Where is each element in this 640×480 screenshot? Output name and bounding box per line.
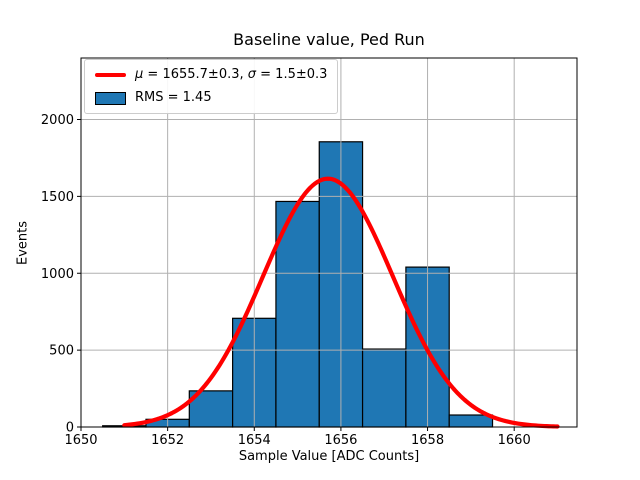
x-axis-label: Sample Value [ADC Counts] — [238, 449, 420, 464]
gaussian-fit-curve — [122, 176, 560, 429]
histogram-bar — [361, 348, 407, 428]
x-tick-label: 1656 — [324, 433, 357, 448]
legend: μ = 1655.7±0.3, σ = 1.5±0.3 RMS = 1.45 — [84, 59, 339, 114]
x-tick-label: 1650 — [64, 433, 97, 448]
legend-rms-label: RMS = 1.45 — [135, 90, 212, 105]
y-axis-label: Events — [15, 220, 31, 266]
x-tick-label: 1658 — [411, 433, 444, 448]
gaussian-fit-line-swatch — [95, 73, 126, 77]
mu-value: = 1655.7±0.3, — [143, 67, 248, 82]
histogram-bar — [275, 200, 320, 428]
plot-title: Baseline value, Ped Run — [233, 30, 425, 49]
legend-entry-fit: μ = 1655.7±0.3, σ = 1.5±0.3 — [95, 67, 327, 83]
sigma-symbol: σ — [247, 67, 257, 82]
histogram-bar — [448, 414, 494, 428]
histogram-patch-swatch — [95, 91, 126, 105]
x-tick-label: 1660 — [498, 433, 531, 448]
sigma-value: = 1.5±0.3 — [256, 67, 328, 82]
legend-fit-label: μ = 1655.7±0.3, σ = 1.5±0.3 — [135, 67, 327, 83]
axes-frame — [80, 57, 578, 428]
x-tick-label: 1654 — [238, 433, 271, 448]
mu-symbol: μ — [135, 67, 144, 82]
y-tick-label: 1000 — [41, 267, 74, 282]
y-tick-label: 500 — [49, 344, 74, 359]
y-tick-label: 2000 — [41, 113, 74, 128]
legend-entry-rms: RMS = 1.45 — [95, 90, 327, 106]
y-tick-label: 0 — [66, 421, 74, 436]
x-tick-label: 1652 — [151, 433, 184, 448]
y-tick-label: 1500 — [41, 190, 74, 205]
